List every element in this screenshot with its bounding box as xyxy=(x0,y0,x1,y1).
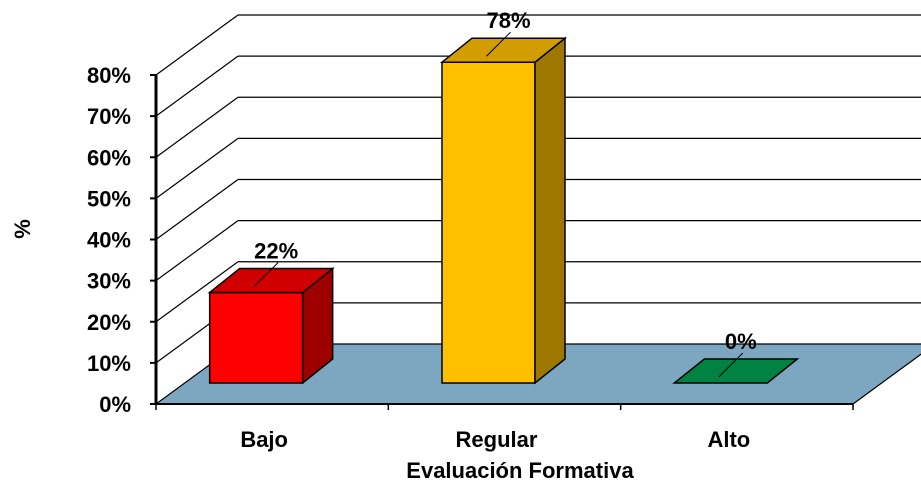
axes xyxy=(150,74,854,410)
data-label: 78% xyxy=(486,8,530,33)
bar-side xyxy=(534,36,566,385)
y-tick-label: 30% xyxy=(87,269,131,294)
gridlines xyxy=(155,14,921,364)
category-label: Alto xyxy=(707,427,750,452)
bar-top xyxy=(439,37,568,63)
bars xyxy=(207,31,800,385)
bar xyxy=(439,31,568,385)
y-tick-label: 80% xyxy=(87,63,131,88)
y-tick-label: 20% xyxy=(87,310,131,335)
data-labels: 22% 78% 0% xyxy=(254,8,757,354)
y-tick-labels: 0% 10% 20% 30% 40% 50% 60% 70% 80% xyxy=(87,63,131,417)
gridline-diagonal xyxy=(155,55,239,117)
y-tick-label: 70% xyxy=(87,104,131,129)
gridline-diagonal xyxy=(155,137,239,199)
bar-front xyxy=(208,291,304,384)
data-label-leader xyxy=(718,352,744,378)
y-tick-label: 0% xyxy=(99,392,131,417)
bar xyxy=(207,262,335,385)
bar xyxy=(672,352,800,384)
category-label: Regular xyxy=(456,427,538,452)
bar-front xyxy=(441,61,536,384)
bar-top xyxy=(672,358,800,384)
category-labels: Bajo Regular Alto xyxy=(240,427,750,452)
bar-top xyxy=(207,267,335,294)
y-tick-label: 40% xyxy=(87,228,131,253)
data-label: 22% xyxy=(254,239,298,264)
y-tick-label: 60% xyxy=(87,145,131,170)
y-tick-label: 50% xyxy=(87,186,131,211)
data-label-leader xyxy=(253,262,279,287)
gridline-diagonal xyxy=(155,179,239,240)
gridline-diagonal xyxy=(155,14,239,76)
gridline-diagonal xyxy=(155,220,239,282)
y-tick-label: 10% xyxy=(87,351,131,376)
gridline-diagonal xyxy=(155,261,239,323)
gridline-diagonal xyxy=(155,96,239,158)
x-axis-title: Evaluación Formativa xyxy=(406,458,634,483)
data-label-leader xyxy=(486,31,511,57)
data-label: 0% xyxy=(725,329,757,354)
y-axis-title: % xyxy=(10,219,35,239)
category-label: Bajo xyxy=(240,427,288,452)
